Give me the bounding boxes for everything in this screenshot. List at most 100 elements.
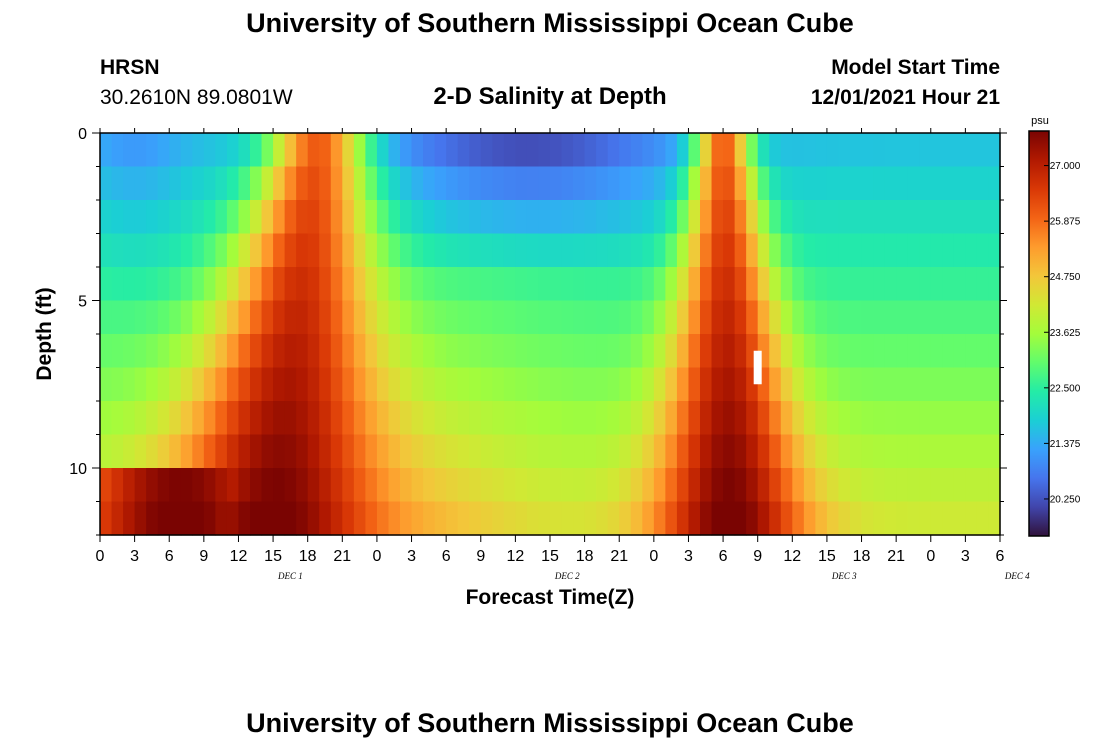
x-tick-label: 6 bbox=[442, 548, 451, 565]
heatmap-cell bbox=[711, 468, 724, 503]
heatmap-cell bbox=[988, 401, 1001, 436]
heatmap-cell bbox=[388, 468, 401, 503]
heatmap-cell bbox=[307, 401, 320, 436]
heatmap-cell bbox=[873, 267, 886, 302]
heatmap-cell bbox=[169, 367, 182, 402]
heatmap-cell bbox=[492, 334, 505, 369]
heatmap-cell bbox=[515, 367, 528, 402]
heatmap-cell bbox=[792, 434, 805, 469]
heatmap-cell bbox=[850, 367, 863, 402]
heatmap-cell bbox=[665, 334, 678, 369]
heatmap-cell bbox=[596, 166, 609, 201]
heatmap-cell bbox=[203, 367, 216, 402]
heatmap-cell bbox=[573, 501, 586, 536]
heatmap-cell bbox=[884, 434, 897, 469]
heatmap-cell bbox=[353, 233, 366, 268]
heatmap-cell bbox=[134, 133, 147, 168]
x-tick-label: 15 bbox=[264, 548, 282, 565]
heatmap-cell bbox=[619, 367, 632, 402]
heatmap-cell bbox=[411, 200, 424, 235]
y-axis-label: Depth (ft) bbox=[33, 287, 56, 380]
heatmap-cell bbox=[215, 367, 228, 402]
heatmap-cell bbox=[826, 401, 840, 436]
heatmap-cell bbox=[769, 267, 782, 302]
heatmap-cell bbox=[400, 334, 413, 369]
heatmap-cell bbox=[238, 267, 251, 302]
heatmap-cell bbox=[169, 401, 182, 436]
heatmap-cell bbox=[376, 133, 390, 168]
heatmap-cell bbox=[503, 468, 516, 503]
heatmap-cell bbox=[815, 367, 828, 402]
heatmap-cell bbox=[457, 334, 470, 369]
station-coordinates: 30.2610N 89.0801W bbox=[100, 86, 293, 109]
heatmap-cell bbox=[307, 468, 320, 503]
heatmap-cell bbox=[792, 300, 805, 335]
heatmap-cell bbox=[723, 300, 736, 335]
heatmap-cell bbox=[123, 334, 136, 369]
heatmap-cell bbox=[861, 233, 874, 268]
heatmap-cell bbox=[896, 334, 909, 369]
heatmap-cell bbox=[619, 300, 632, 335]
heatmap-cell bbox=[469, 468, 482, 503]
heatmap-cell bbox=[353, 166, 366, 201]
heatmap-cell bbox=[457, 300, 470, 335]
heatmap-cell bbox=[584, 300, 597, 335]
heatmap-cell bbox=[169, 133, 182, 168]
heatmap-cell bbox=[400, 166, 413, 201]
heatmap-cell bbox=[596, 267, 609, 302]
heatmap-cell bbox=[838, 367, 851, 402]
heatmap-cell bbox=[503, 133, 516, 168]
heatmap-cell bbox=[723, 267, 736, 302]
heatmap-cell bbox=[376, 334, 390, 369]
heatmap-cell bbox=[388, 501, 401, 536]
heatmap-cell bbox=[596, 233, 609, 268]
heatmap-cell bbox=[780, 434, 793, 469]
heatmap-cell bbox=[480, 501, 493, 536]
colorbar-tick-label: 22.500 bbox=[1050, 383, 1081, 394]
heatmap-cell bbox=[423, 434, 436, 469]
heatmap-cell bbox=[273, 468, 286, 503]
colorbar-tick-label: 21.375 bbox=[1050, 439, 1081, 450]
heatmap-cell bbox=[411, 267, 424, 302]
heatmap-cell bbox=[573, 401, 586, 436]
heatmap-cell bbox=[573, 300, 586, 335]
heatmap-cell bbox=[953, 166, 966, 201]
heatmap-cell bbox=[873, 133, 886, 168]
heatmap-cell bbox=[134, 334, 147, 369]
heatmap-cell bbox=[550, 267, 563, 302]
heatmap-cell bbox=[896, 267, 909, 302]
heatmap-cell bbox=[757, 434, 770, 469]
heatmap-cell bbox=[100, 233, 113, 268]
x-tick-label: 21 bbox=[610, 548, 628, 565]
heatmap-cell bbox=[803, 133, 816, 168]
heatmap-cell bbox=[642, 267, 655, 302]
heatmap-cell bbox=[319, 334, 332, 369]
heatmap-cell bbox=[734, 300, 747, 335]
heatmap-cell bbox=[942, 334, 955, 369]
heatmap-cell bbox=[815, 267, 828, 302]
heatmap-cell bbox=[226, 434, 240, 469]
heatmap-cell bbox=[215, 166, 228, 201]
heatmap-cell bbox=[526, 300, 540, 335]
heatmap-cell bbox=[665, 501, 678, 536]
heatmap-cell bbox=[861, 401, 874, 436]
heatmap-cell bbox=[965, 334, 978, 369]
heatmap-cell bbox=[688, 300, 701, 335]
heatmap-cell bbox=[965, 200, 978, 235]
heatmap-cell bbox=[907, 401, 920, 436]
heatmap-cell bbox=[769, 133, 782, 168]
heatmap-cell bbox=[134, 166, 147, 201]
heatmap-cell bbox=[503, 200, 516, 235]
heatmap-cell bbox=[215, 133, 228, 168]
x-tick-label: 3 bbox=[130, 548, 139, 565]
heatmap-cell bbox=[942, 367, 955, 402]
heatmap-cell bbox=[988, 133, 1001, 168]
heatmap-cell bbox=[203, 434, 216, 469]
heatmap-cell bbox=[757, 233, 770, 268]
heatmap-cell bbox=[480, 166, 493, 201]
heatmap-cell bbox=[538, 166, 551, 201]
heatmap-cell bbox=[792, 267, 805, 302]
heatmap-cell bbox=[446, 501, 459, 536]
heatmap-cell bbox=[630, 367, 643, 402]
heatmap-cell bbox=[169, 200, 182, 235]
